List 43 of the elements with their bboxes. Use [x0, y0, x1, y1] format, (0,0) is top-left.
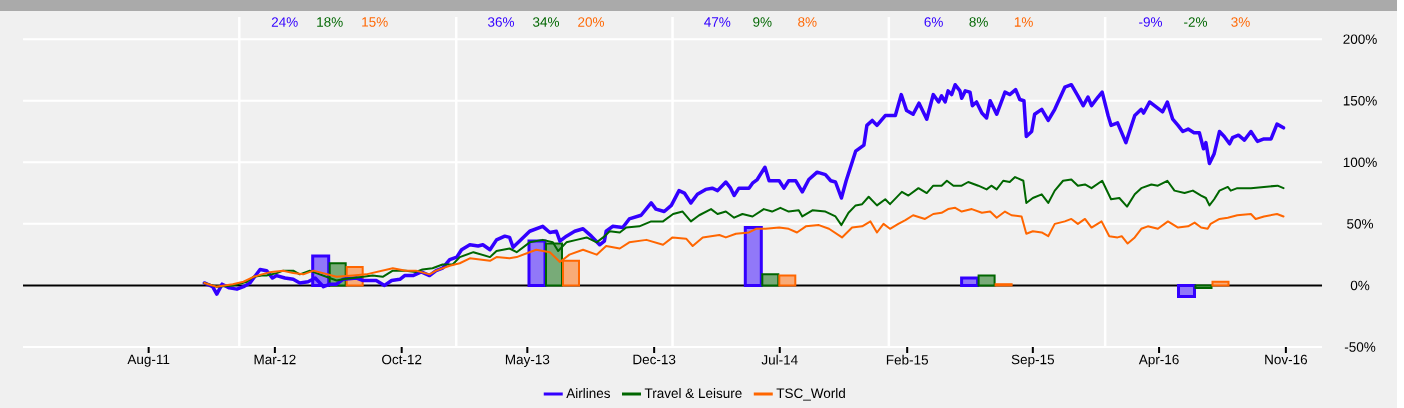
annotation: 15% [362, 17, 388, 27]
annotation: 24% [271, 17, 298, 27]
bar [743, 226, 763, 287]
y-tick-label: 150% [1343, 95, 1377, 106]
y-tick-label: 0% [1350, 280, 1370, 291]
annotation: 1% [1014, 17, 1033, 27]
x-tick-label: Nov-16 [1265, 354, 1308, 365]
x-tick-label: Oct-12 [382, 354, 422, 365]
y-tick-label: -50% [1344, 342, 1376, 352]
x-tick-label: Aug-11 [127, 354, 170, 367]
x-tick-label: Sep-15 [1011, 354, 1055, 367]
bar [1211, 280, 1230, 287]
y-tick-label: 200% [1343, 34, 1377, 44]
annotation: 36% [488, 17, 515, 27]
bar [761, 273, 780, 287]
x-tick-label: Feb-15 [886, 354, 929, 365]
annotation: 47% [704, 17, 731, 27]
y-tick-label: 50% [1347, 219, 1374, 229]
x-tick-label: Apr-16 [1138, 354, 1179, 367]
annotation: 8% [969, 17, 988, 27]
line-series [203, 206, 1285, 288]
bar [778, 274, 797, 287]
annotation: -2% [1184, 17, 1208, 27]
bar [1177, 283, 1197, 299]
y-tick-label: 100% [1343, 157, 1377, 168]
legend-label: TSC_World [776, 388, 845, 401]
annotation: 34% [533, 17, 560, 27]
bar [1194, 284, 1213, 289]
annotation: 9% [753, 17, 772, 27]
legend-label: Travel & Leisure [644, 388, 742, 399]
annotation: 20% [578, 17, 605, 27]
bar [960, 276, 980, 287]
x-tick-label: Dec-13 [633, 354, 676, 365]
annotation: 18% [317, 17, 343, 27]
legend-label: Airlines [566, 388, 611, 399]
annotation: 6% [924, 17, 943, 27]
annotation: 3% [1231, 17, 1250, 27]
x-tick-label: Jul-14 [761, 354, 798, 365]
bar [977, 274, 996, 287]
annotation: 8% [798, 17, 817, 27]
x-tick-label: Mar-12 [254, 354, 296, 365]
annotation: -9% [1139, 17, 1163, 27]
x-tick-label: May-13 [505, 354, 550, 367]
